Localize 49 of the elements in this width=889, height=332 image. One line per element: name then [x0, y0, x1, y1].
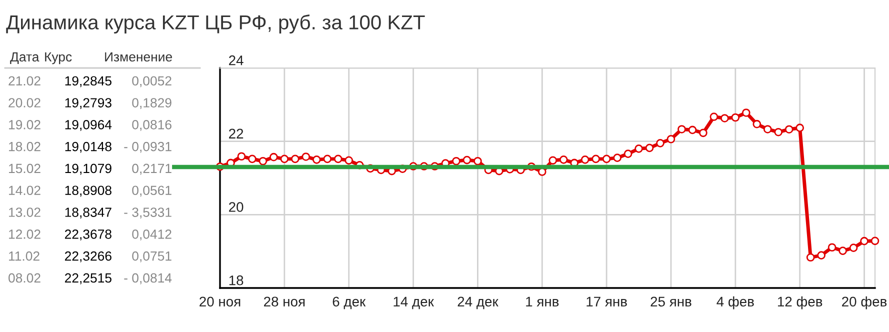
text: 0,1829	[132, 98, 172, 109]
text: 0,2171	[132, 164, 172, 175]
text: 12.02	[9, 230, 40, 239]
text: 0,0751	[132, 251, 172, 262]
text: - 0,0931	[124, 142, 172, 153]
text: 19.02	[9, 120, 40, 130]
x-tick-label: 25 янв	[650, 296, 692, 307]
text: 20.02	[8, 98, 40, 108]
text: Динамика курса KZT ЦБ РФ, руб. за 100 KZT	[6, 14, 425, 34]
text: 19,2793	[65, 98, 112, 109]
text: 19,1079	[65, 164, 112, 175]
text: 0,0412	[132, 230, 172, 240]
text: Курс	[45, 52, 72, 64]
x-tick-label: 20 фев	[842, 296, 887, 310]
text: - 3,5331	[124, 208, 172, 218]
text: 19,0148	[65, 142, 112, 153]
x-tick-label: 1 янв	[526, 296, 559, 306]
y-tick-label: 22	[229, 128, 244, 138]
text: 18,8347	[65, 208, 112, 218]
text: 18,8908	[65, 186, 112, 197]
text: 11.02	[9, 251, 40, 261]
text: 0,0561	[132, 186, 172, 197]
text: 19,2845	[65, 76, 112, 88]
x-tick-label: 20 ноя	[200, 296, 240, 307]
y-tick-label: 20	[229, 202, 244, 212]
text: Дата	[10, 52, 40, 64]
x-tick-label: 24 дек	[458, 296, 498, 310]
x-tick-label: 14 дек	[394, 296, 434, 310]
x-tick-label: 6 дек	[332, 296, 366, 310]
x-tick-label: 17 янв	[586, 296, 627, 306]
text: 15.02	[9, 164, 40, 174]
text: 18.02	[9, 142, 40, 152]
text: 08.02	[8, 273, 40, 283]
text: 13.02	[9, 208, 40, 217]
text: 14.02	[9, 186, 40, 196]
text: 22,3266	[64, 251, 112, 262]
text: 0,0052	[132, 76, 172, 88]
x-tick-label: 12 фев	[778, 296, 822, 310]
y-tick-label: 24	[229, 55, 244, 66]
x-tick-label: 28 ноя	[264, 296, 305, 307]
x-tick-label: 4 фев	[716, 296, 754, 310]
text: 0,0816	[132, 120, 172, 131]
text: 21.02	[8, 76, 40, 86]
y-tick-label: 18	[229, 275, 244, 286]
text: Изменение	[105, 52, 172, 62]
text: 22,3678	[64, 230, 112, 240]
text: 22,2515	[64, 273, 112, 284]
text: - 0,0814	[124, 273, 172, 284]
text: 19,0964	[65, 120, 112, 131]
